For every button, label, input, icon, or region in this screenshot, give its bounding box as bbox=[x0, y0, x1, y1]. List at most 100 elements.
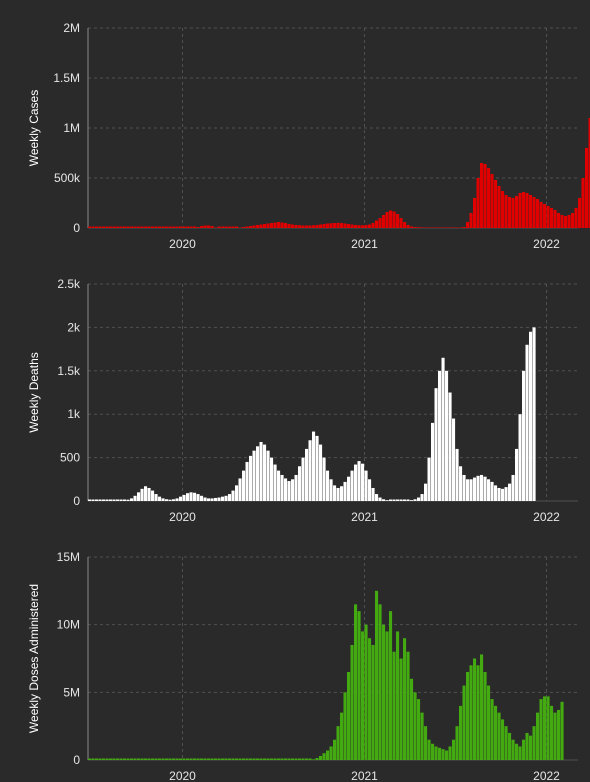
bar bbox=[371, 487, 375, 501]
bar bbox=[550, 208, 554, 228]
bar bbox=[277, 470, 281, 501]
bar bbox=[347, 672, 351, 760]
bar bbox=[214, 497, 218, 501]
bar bbox=[214, 758, 218, 760]
bar bbox=[557, 709, 561, 760]
bar bbox=[382, 624, 386, 760]
bar bbox=[340, 223, 344, 228]
bar bbox=[357, 611, 361, 760]
bar bbox=[109, 499, 113, 501]
bar bbox=[431, 227, 435, 228]
bar bbox=[357, 225, 361, 228]
bar bbox=[112, 499, 116, 501]
bar bbox=[242, 227, 246, 228]
bar bbox=[182, 494, 186, 501]
bar bbox=[333, 223, 337, 228]
bar bbox=[326, 750, 330, 760]
bar bbox=[130, 498, 134, 501]
bar bbox=[294, 225, 298, 228]
bar bbox=[578, 198, 582, 228]
bar bbox=[417, 699, 421, 760]
bar bbox=[238, 758, 242, 760]
bar bbox=[95, 226, 99, 228]
bar bbox=[242, 758, 246, 760]
bar bbox=[175, 226, 179, 228]
bar bbox=[385, 500, 389, 501]
bar bbox=[193, 226, 197, 228]
weekly-deaths-chart: 0 500 1k 1.5k 2k 2.5k 2020 2021 2022 Weekly Death… bbox=[27, 277, 578, 524]
bar bbox=[200, 495, 204, 501]
bar bbox=[263, 758, 267, 760]
bar bbox=[483, 164, 487, 228]
bar bbox=[406, 225, 410, 228]
bar bbox=[322, 753, 326, 760]
bar bbox=[392, 211, 396, 228]
bar bbox=[322, 224, 326, 228]
bar bbox=[389, 499, 393, 501]
y-tick-label: 2k bbox=[67, 320, 81, 334]
bar bbox=[361, 463, 365, 501]
bar bbox=[116, 758, 120, 760]
bar bbox=[357, 461, 361, 501]
bar bbox=[165, 758, 169, 760]
bar bbox=[476, 178, 480, 228]
bar bbox=[88, 226, 92, 228]
bar bbox=[196, 227, 200, 228]
bar bbox=[238, 478, 242, 501]
bar bbox=[186, 226, 190, 228]
bar bbox=[263, 224, 267, 228]
bar bbox=[270, 223, 274, 228]
bar bbox=[375, 220, 379, 228]
bar bbox=[539, 202, 543, 228]
x-tick-label: 2020 bbox=[169, 769, 196, 782]
bar bbox=[168, 758, 172, 760]
bar bbox=[508, 732, 512, 760]
bar bbox=[105, 499, 109, 501]
bar bbox=[172, 226, 176, 228]
bar bbox=[189, 226, 193, 228]
bar bbox=[399, 499, 403, 501]
bar bbox=[133, 226, 137, 228]
bar bbox=[88, 499, 92, 501]
bar bbox=[543, 696, 547, 760]
x-tick-label: 2020 bbox=[169, 510, 196, 524]
bar bbox=[490, 699, 494, 760]
bar bbox=[459, 705, 463, 760]
bar bbox=[137, 226, 141, 228]
bar bbox=[182, 758, 186, 760]
bar bbox=[511, 474, 515, 501]
bar bbox=[217, 758, 221, 760]
bar bbox=[375, 494, 379, 501]
bar bbox=[277, 222, 281, 228]
bar bbox=[228, 758, 232, 760]
bar bbox=[427, 227, 431, 228]
bar bbox=[480, 654, 484, 760]
bar bbox=[242, 470, 246, 501]
bar bbox=[483, 672, 487, 760]
bar bbox=[413, 227, 417, 228]
bar bbox=[203, 225, 207, 228]
bar bbox=[196, 758, 200, 760]
bar bbox=[168, 226, 172, 228]
bar bbox=[312, 759, 316, 760]
bar bbox=[501, 719, 505, 760]
bar bbox=[329, 746, 333, 760]
bar bbox=[354, 604, 358, 760]
bar bbox=[284, 758, 288, 760]
bar bbox=[560, 701, 564, 760]
bar bbox=[217, 497, 221, 501]
bar bbox=[259, 758, 263, 760]
bar bbox=[378, 604, 382, 760]
bar bbox=[154, 758, 158, 760]
bar bbox=[263, 444, 267, 501]
bar bbox=[350, 224, 354, 228]
bar bbox=[532, 197, 536, 228]
bar bbox=[483, 476, 487, 501]
bar bbox=[581, 178, 585, 228]
bar bbox=[231, 758, 235, 760]
x-tick-label: 2020 bbox=[169, 237, 196, 251]
bar bbox=[203, 758, 207, 760]
bar bbox=[515, 196, 519, 228]
bar bbox=[319, 224, 323, 228]
